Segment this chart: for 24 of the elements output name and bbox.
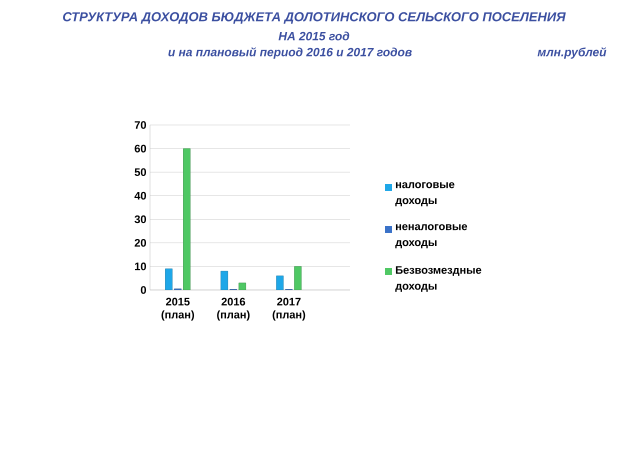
- legend-label: Безвозмездные доходы: [395, 266, 482, 292]
- y-tick-label: 30: [134, 215, 146, 224]
- y-tick-label: 40: [134, 192, 146, 200]
- bar: [238, 282, 246, 290]
- y-tick-label: 50: [134, 168, 146, 176]
- bar: [276, 276, 284, 290]
- x-tick-label: 2016 (план): [217, 298, 250, 321]
- y-tick-label: 20: [134, 238, 146, 247]
- chart-title: СТРУКТУРА ДОХОДОВ БЮДЖЕТА ДОЛОТИНСКОГО СЕЛЬСКОГО ПОСЕЛЕНИЯ: [63, 12, 566, 24]
- legend-label: налоговые доходы: [395, 182, 454, 206]
- text: млн.рублей: [538, 47, 606, 59]
- chart-subtitle: НА 2015 год: [278, 32, 350, 40]
- bar: [220, 270, 228, 290]
- text: и на плановый период 2016 и 2017 годов: [168, 47, 412, 59]
- y-tick-label: 70: [134, 121, 146, 129]
- bar: [294, 266, 302, 290]
- x-tick-label: 2015 (план): [162, 298, 194, 321]
- x-tick-label: 2017 (план): [272, 298, 306, 321]
- y-tick-label: 60: [134, 144, 146, 152]
- bar: [165, 268, 172, 290]
- y-tick-label: 0: [140, 286, 146, 294]
- legend-label: неналоговые доходы: [395, 224, 468, 248]
- y-tick-label: 10: [134, 262, 146, 270]
- bar: [183, 148, 190, 290]
